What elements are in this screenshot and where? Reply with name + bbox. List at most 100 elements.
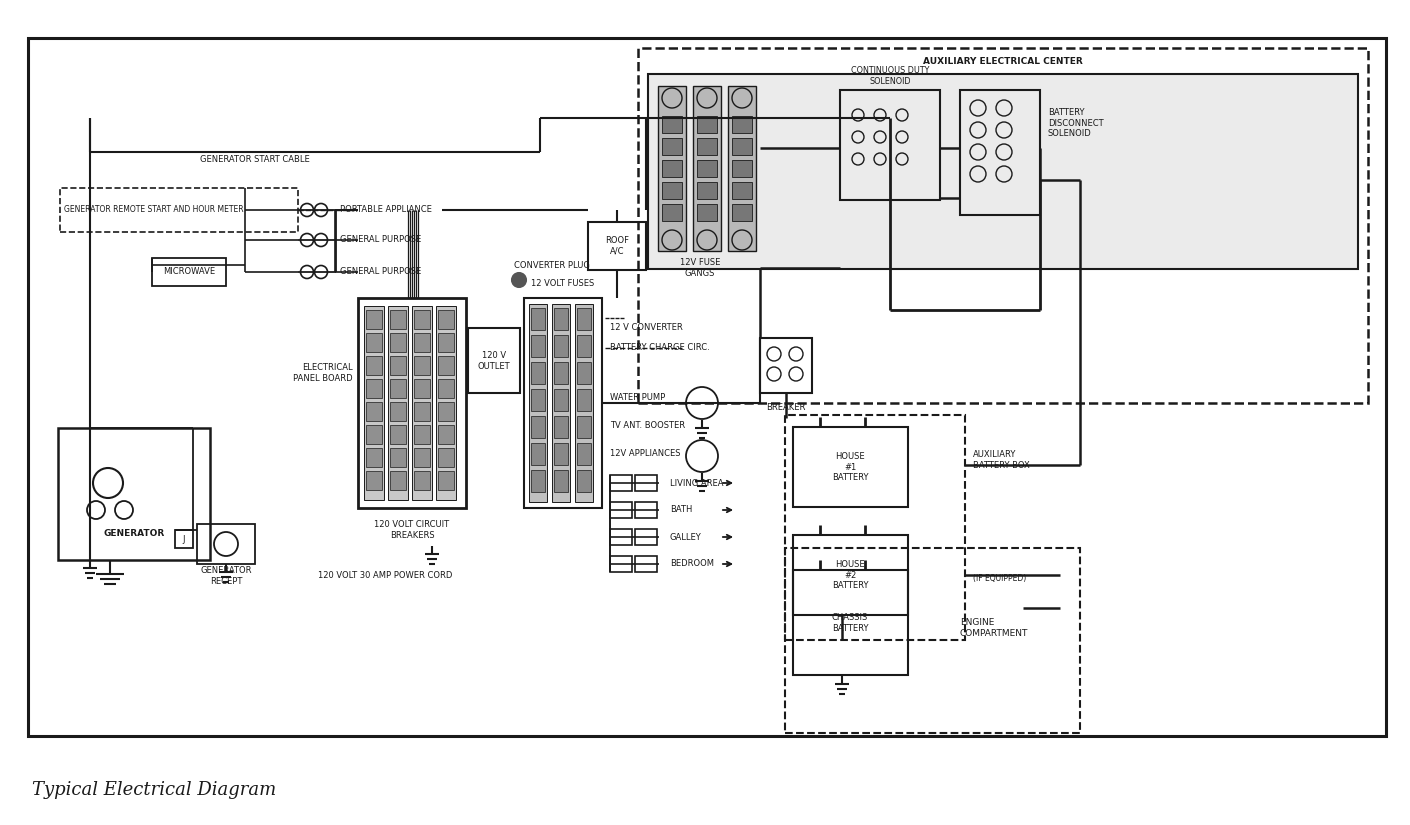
Bar	[575, 304, 594, 502]
Bar	[663, 116, 682, 133]
Bar	[391, 379, 406, 398]
Bar	[439, 333, 454, 352]
Bar	[732, 160, 752, 177]
Bar	[697, 182, 718, 199]
Text: GENERATOR
RECEPT: GENERATOR RECEPT	[200, 566, 252, 586]
Bar	[415, 379, 430, 398]
Text: BATTERY CHARGE CIRC.: BATTERY CHARGE CIRC.	[611, 343, 709, 352]
Text: BATTERY
DISCONNECT
SOLENOID: BATTERY DISCONNECT SOLENOID	[1048, 108, 1104, 138]
Bar	[554, 362, 568, 384]
Bar	[554, 443, 568, 465]
Bar	[663, 160, 682, 177]
Text: CONTINUOUS DUTY
SOLENOID: CONTINUOUS DUTY SOLENOID	[850, 66, 929, 86]
Bar	[611, 502, 632, 518]
Bar	[792, 570, 908, 675]
Bar	[577, 470, 591, 492]
Bar	[663, 204, 682, 221]
Text: GENERAL PURPOSE: GENERAL PURPOSE	[340, 235, 422, 244]
Text: MICROWAVE: MICROWAVE	[164, 267, 216, 276]
Text: ELECTRICAL
PANEL BOARD: ELECTRICAL PANEL BOARD	[293, 363, 352, 383]
Bar	[634, 475, 657, 491]
Bar	[634, 529, 657, 545]
Text: GENERATOR START CABLE: GENERATOR START CABLE	[200, 155, 310, 164]
Bar	[529, 304, 547, 502]
Bar	[532, 335, 546, 357]
Bar	[367, 356, 382, 375]
Bar	[391, 448, 406, 467]
Text: 120 VOLT CIRCUIT
BREAKERS: 120 VOLT CIRCUIT BREAKERS	[375, 521, 450, 540]
Bar	[732, 138, 752, 155]
Bar	[732, 182, 752, 199]
Text: 120 VOLT 30 AMP POWER CORD: 120 VOLT 30 AMP POWER CORD	[319, 572, 453, 581]
Bar	[637, 48, 1368, 403]
Bar	[611, 556, 632, 572]
Bar	[663, 182, 682, 199]
Bar	[697, 138, 718, 155]
Bar	[439, 402, 454, 421]
Bar	[415, 356, 430, 375]
Text: ROOF
A/C: ROOF A/C	[605, 236, 629, 256]
Bar	[525, 298, 602, 508]
Bar	[358, 298, 465, 508]
Bar	[367, 333, 382, 352]
Bar	[728, 86, 756, 251]
Bar	[367, 471, 382, 490]
Bar	[658, 86, 687, 251]
Bar	[391, 471, 406, 490]
Bar	[28, 38, 1386, 736]
Bar	[697, 116, 718, 133]
Bar	[634, 556, 657, 572]
Bar	[532, 470, 546, 492]
Bar	[439, 310, 454, 329]
Bar	[412, 306, 431, 500]
Bar	[732, 204, 752, 221]
Bar	[415, 402, 430, 421]
Text: 12 V CONVERTER: 12 V CONVERTER	[611, 323, 682, 332]
Bar	[58, 428, 210, 560]
Bar	[532, 389, 546, 411]
Bar	[152, 258, 226, 286]
Text: GENERATOR: GENERATOR	[103, 529, 165, 538]
Bar	[792, 427, 908, 507]
Text: PORTABLE APPLIANCE: PORTABLE APPLIANCE	[340, 205, 431, 215]
Text: AUXILIARY ELECTRICAL CENTER: AUXILIARY ELECTRICAL CENTER	[924, 58, 1083, 67]
Bar	[415, 448, 430, 467]
Bar	[367, 310, 382, 329]
Bar	[61, 188, 298, 232]
Bar	[697, 204, 718, 221]
Bar	[175, 530, 193, 548]
Bar	[439, 356, 454, 375]
Bar	[760, 338, 812, 393]
Text: CHASSIS
BATTERY: CHASSIS BATTERY	[832, 613, 869, 633]
Bar	[367, 425, 382, 444]
Text: LIVING AREA: LIVING AREA	[670, 478, 723, 488]
Bar	[367, 448, 382, 467]
Text: 120 V
OUTLET: 120 V OUTLET	[478, 351, 510, 370]
Bar	[551, 304, 570, 502]
Text: HOUSE
#1
BATTERY: HOUSE #1 BATTERY	[832, 452, 869, 482]
Bar	[732, 116, 752, 133]
Bar	[554, 416, 568, 438]
Bar	[577, 389, 591, 411]
Text: 12V FUSE
GANGS: 12V FUSE GANGS	[680, 258, 721, 278]
Bar	[388, 306, 407, 500]
Bar	[577, 443, 591, 465]
Bar	[439, 471, 454, 490]
Text: (IF EQUIPPED): (IF EQUIPPED)	[973, 573, 1026, 582]
Bar	[391, 333, 406, 352]
Text: HOUSE
#2
BATTERY: HOUSE #2 BATTERY	[832, 560, 869, 590]
Bar	[692, 86, 721, 251]
Bar	[197, 524, 255, 564]
Bar	[577, 416, 591, 438]
Bar	[532, 308, 546, 330]
Bar	[364, 306, 384, 500]
Bar	[391, 310, 406, 329]
Text: GALLEY: GALLEY	[670, 532, 702, 541]
Bar	[588, 222, 646, 270]
Bar	[577, 335, 591, 357]
Bar	[439, 425, 454, 444]
Bar	[577, 308, 591, 330]
Text: WATER PUMP: WATER PUMP	[611, 394, 666, 403]
Bar	[785, 415, 964, 640]
Bar	[439, 379, 454, 398]
